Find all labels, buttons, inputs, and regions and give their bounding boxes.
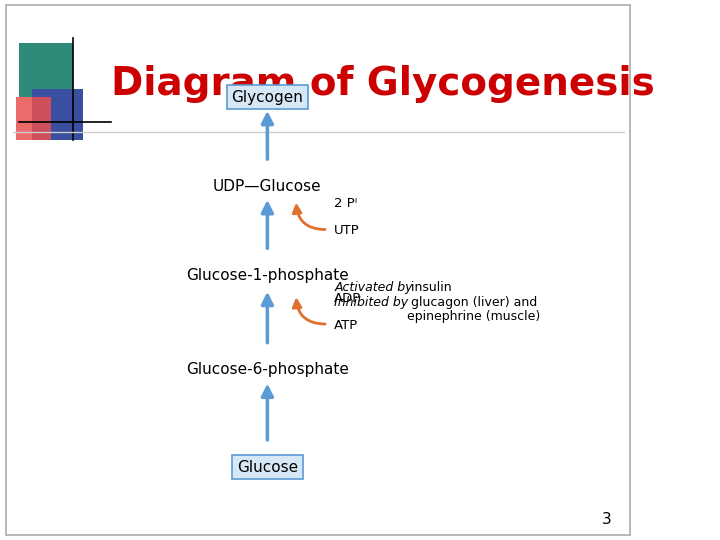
Text: ATP: ATP <box>334 319 359 332</box>
Bar <box>32 89 83 140</box>
Text: Diagram of Glycogenesis: Diagram of Glycogenesis <box>112 65 655 103</box>
Text: Activated by: Activated by <box>334 281 413 294</box>
Text: ADP: ADP <box>334 292 361 305</box>
Text: UDP—Glucose: UDP—Glucose <box>213 179 322 194</box>
Text: Glucose-6-phosphate: Glucose-6-phosphate <box>186 362 348 377</box>
Text: UTP: UTP <box>334 224 360 237</box>
Text: 2 Pᴵ: 2 Pᴵ <box>334 197 357 210</box>
Text: Glucose: Glucose <box>237 460 298 475</box>
Bar <box>16 97 51 140</box>
Text: Glycogen: Glycogen <box>231 90 303 105</box>
Bar <box>19 43 73 97</box>
Text: 3: 3 <box>601 511 611 526</box>
Text: glucagon (liver) and: glucagon (liver) and <box>408 296 538 309</box>
Text: epinephrine (muscle): epinephrine (muscle) <box>408 310 541 323</box>
Text: Inhibited by: Inhibited by <box>334 296 408 309</box>
Text: insulin: insulin <box>408 281 452 294</box>
Text: Glucose-1-phosphate: Glucose-1-phosphate <box>186 268 348 283</box>
